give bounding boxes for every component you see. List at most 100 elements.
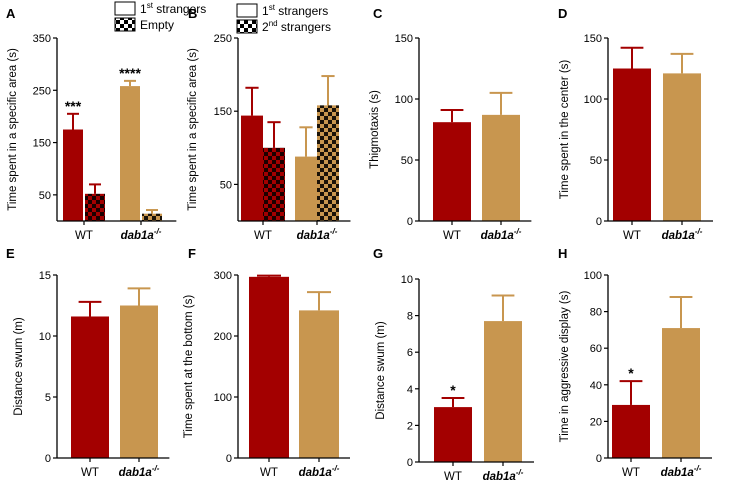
y-tick-label: 60 (590, 343, 602, 355)
x-tick-label: dab1a-/- (661, 464, 702, 479)
y-axis-label: Time spent in a specific area (s) (187, 48, 199, 211)
x-tick-label: dab1a-/- (297, 227, 338, 242)
y-tick-label: 10 (39, 331, 51, 343)
y-axis-label: Time spent in a specific area (s) (7, 48, 19, 211)
y-tick-label: 10 (401, 274, 413, 286)
bar (612, 404, 650, 458)
legend-label: 2nd strangers (262, 19, 331, 34)
significance-stars: *** (65, 98, 82, 114)
y-tick-label: 15 (39, 270, 51, 282)
bar (85, 193, 105, 221)
y-tick-label: 350 (33, 33, 51, 45)
y-axis-label: Time spent at the bottom (s) (183, 295, 195, 439)
x-tick-label: dab1a-/- (121, 227, 162, 242)
y-tick-label: 150 (33, 138, 51, 150)
legend-swatch (114, 17, 136, 32)
y-tick-label: 0 (45, 453, 51, 465)
x-tick-label: dab1a-/- (119, 464, 160, 479)
panel-letter: A (6, 6, 16, 21)
y-tick-label: 250 (33, 85, 51, 97)
panel-g: G Distance swum (m) * 0 2 4 6 8 10 WT dab1a-/- (373, 246, 534, 483)
bar (142, 213, 162, 221)
y-tick-label: 0 (596, 453, 602, 465)
panel-letter: F (188, 246, 196, 261)
y-axis-label: Time spent in the center (s) (559, 60, 571, 200)
x-tick-label: WT (623, 230, 641, 242)
x-tick-label: WT (443, 230, 461, 242)
legend-entry: Empty (114, 17, 174, 32)
legend-label: 1st strangers (140, 1, 206, 16)
y-tick-label: 20 (590, 416, 602, 428)
panel-letter: E (6, 246, 15, 261)
panel-d: D Time spent in the center (s) 0 50 100 150 WT… (558, 6, 713, 242)
legend-entry: 2nd strangers (236, 19, 331, 34)
panel-c: C Thigmotaxis (s) 0 50 100 150 WT dab1a-/- (369, 6, 532, 242)
y-tick-label: 2 (407, 420, 413, 432)
y-tick-label: 150 (214, 106, 232, 118)
bar (663, 73, 701, 221)
panel-f: F Time spent at the bottom (s) 0 100 200 300 W… (183, 246, 350, 479)
panel-letter: D (558, 6, 567, 21)
y-tick-label: 0 (226, 453, 232, 465)
legend-entry: 1st strangers (236, 3, 328, 18)
bar (299, 310, 339, 458)
legend-label: 1st strangers (262, 3, 328, 18)
y-axis-label: Distance swum (m) (13, 317, 25, 416)
y-tick-label: 100 (214, 392, 232, 404)
legend-label: Empty (140, 18, 174, 32)
bar (120, 305, 158, 458)
significance-stars: **** (119, 65, 141, 81)
bar (613, 68, 651, 221)
x-tick-label: WT (444, 471, 462, 483)
bar (71, 316, 109, 458)
y-tick-label: 40 (590, 380, 602, 392)
panel-letter: G (373, 246, 383, 261)
y-tick-label: 50 (401, 155, 413, 167)
y-tick-label: 50 (220, 179, 232, 191)
y-tick-label: 0 (596, 216, 602, 228)
legend-entry: 1st strangers (114, 1, 206, 16)
y-tick-label: 200 (214, 331, 232, 343)
panel-letter: H (558, 246, 567, 261)
y-axis-label: Time in aggressive display (s) (559, 290, 571, 442)
y-tick-label: 150 (584, 33, 602, 45)
panel-e: E Distance swum (m) 0 5 10 15 WT dab1a-/- (6, 246, 170, 479)
y-tick-label: 150 (395, 33, 413, 45)
y-tick-label: 5 (45, 392, 51, 404)
x-tick-label: WT (75, 230, 93, 242)
y-tick-label: 250 (214, 33, 232, 45)
y-tick-label: 100 (395, 94, 413, 106)
x-tick-label: WT (260, 467, 278, 479)
y-axis-label: Distance swum (m) (375, 321, 387, 420)
y-tick-label: 100 (584, 270, 602, 282)
x-tick-label: dab1a-/- (299, 464, 340, 479)
bar (63, 129, 83, 221)
bar (433, 122, 471, 221)
bar (120, 86, 140, 221)
x-tick-label: WT (254, 230, 272, 242)
bar (241, 115, 263, 221)
significance-stars: * (450, 382, 456, 398)
bar (484, 321, 522, 462)
bar (295, 156, 317, 221)
y-axis-label: Thigmotaxis (s) (369, 90, 381, 169)
y-tick-label: 0 (407, 457, 413, 469)
y-tick-label: 4 (407, 384, 413, 396)
x-tick-label: WT (81, 467, 99, 479)
y-tick-label: 8 (407, 311, 413, 323)
x-tick-label: dab1a-/- (483, 468, 524, 483)
bar (263, 147, 285, 221)
panel-b: B Time spent in a specific area (s) 50 150 2… (187, 3, 351, 242)
legend-swatch (236, 19, 258, 34)
bar (434, 407, 472, 462)
y-tick-label: 80 (590, 307, 602, 319)
y-tick-label: 300 (214, 270, 232, 282)
legend-swatch (236, 3, 258, 18)
x-tick-label: dab1a-/- (662, 227, 703, 242)
x-tick-label: WT (622, 467, 640, 479)
y-tick-label: 50 (590, 155, 602, 167)
x-tick-label: dab1a-/- (481, 227, 522, 242)
bar (662, 328, 700, 458)
